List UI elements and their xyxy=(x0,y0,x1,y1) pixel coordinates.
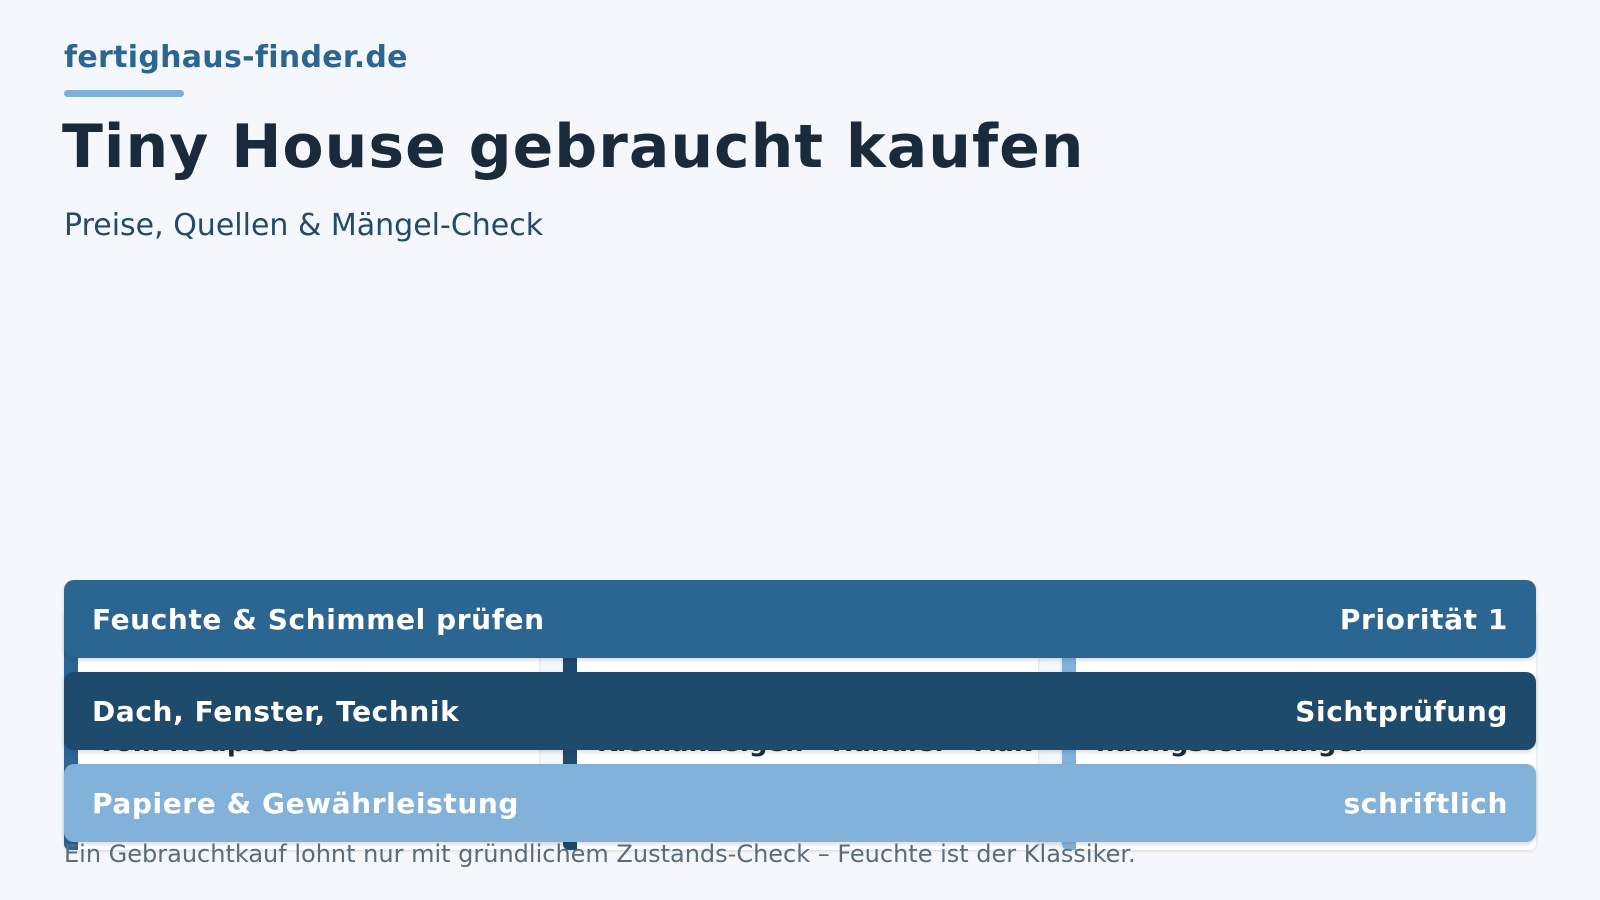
brand-underline xyxy=(64,90,184,97)
footnote: Ein Gebrauchtkauf lohnt nur mit gründlic… xyxy=(64,840,1136,868)
bar-label: Papiere & Gewährleistung xyxy=(92,786,520,820)
brand-label: fertighaus-finder.de xyxy=(64,40,408,75)
page-title: Tiny House gebraucht kaufen xyxy=(62,112,1085,182)
page-subtitle: Preise, Quellen & Mängel-Check xyxy=(64,208,544,243)
bar-tag: schriftlich xyxy=(1343,786,1508,820)
bar-label: Dach, Fenster, Technik xyxy=(92,694,460,728)
priority-bar-roof: Dach, Fenster, Technik Sichtprüfung xyxy=(64,672,1536,750)
priority-bar-moisture: Feuchte & Schimmel prüfen Priorität 1 xyxy=(64,580,1536,658)
bar-label: Feuchte & Schimmel prüfen xyxy=(92,602,545,636)
priority-bar-papers: Papiere & Gewährleistung schriftlich xyxy=(64,764,1536,842)
bar-tag: Priorität 1 xyxy=(1339,602,1508,636)
bar-tag: Sichtprüfung xyxy=(1295,694,1508,728)
